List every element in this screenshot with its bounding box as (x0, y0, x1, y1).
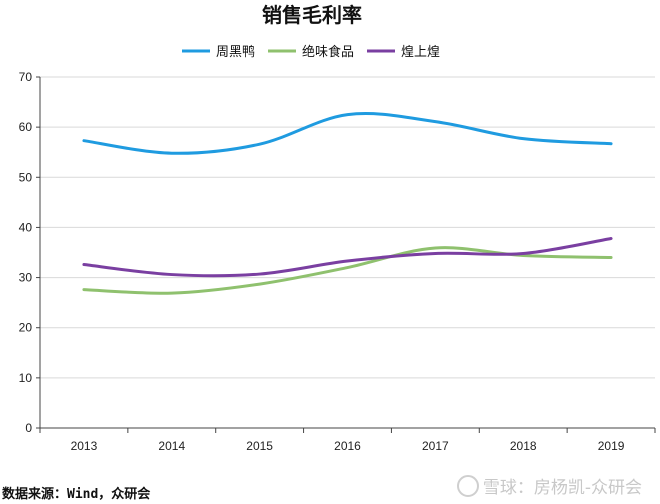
gridlines (40, 76, 655, 379)
x-axis-ticks: 2013 2014 2015 2016 2017 2018 2019 (39, 428, 656, 453)
series-lines (82, 112, 613, 295)
y-tick-label: 30 (19, 271, 33, 285)
chart-title: 销售毛利率 (262, 3, 362, 27)
snowball-logo-icon (456, 474, 479, 497)
x-tick-label: 2014 (158, 439, 185, 453)
legend-label: 煌上煌 (401, 45, 440, 60)
y-tick-label: 0 (25, 421, 32, 435)
axes (39, 77, 655, 429)
y-tick-label: 40 (19, 220, 33, 234)
x-tick-label: 2013 (71, 439, 98, 453)
series-line (82, 236, 613, 278)
x-tick-label: 2019 (598, 439, 625, 453)
x-tick-label: 2016 (334, 439, 361, 453)
legend-label: 周黑鸭 (216, 45, 255, 60)
watermark: 雪球：房杨凯-众研会 (456, 473, 642, 498)
y-tick-label: 60 (19, 120, 33, 134)
y-axis-ticks: 0 10 20 30 40 50 60 70 (19, 70, 40, 435)
x-tick-label: 2018 (510, 439, 537, 453)
watermark-text: 雪球：房杨凯-众研会 (482, 478, 642, 498)
series-line (82, 112, 613, 155)
legend: 周黑鸭 绝味食品 煌上煌 (182, 44, 440, 60)
series-line (82, 246, 613, 295)
legend-label: 绝味食品 (302, 44, 354, 60)
y-tick-label: 20 (19, 321, 33, 335)
source-note: 数据来源：Wind，众研会 (2, 487, 151, 502)
y-tick-label: 10 (19, 371, 33, 385)
y-tick-label: 50 (19, 170, 33, 184)
x-tick-label: 2015 (246, 439, 273, 453)
x-tick-label: 2017 (422, 439, 449, 453)
y-tick-label: 70 (19, 70, 33, 84)
